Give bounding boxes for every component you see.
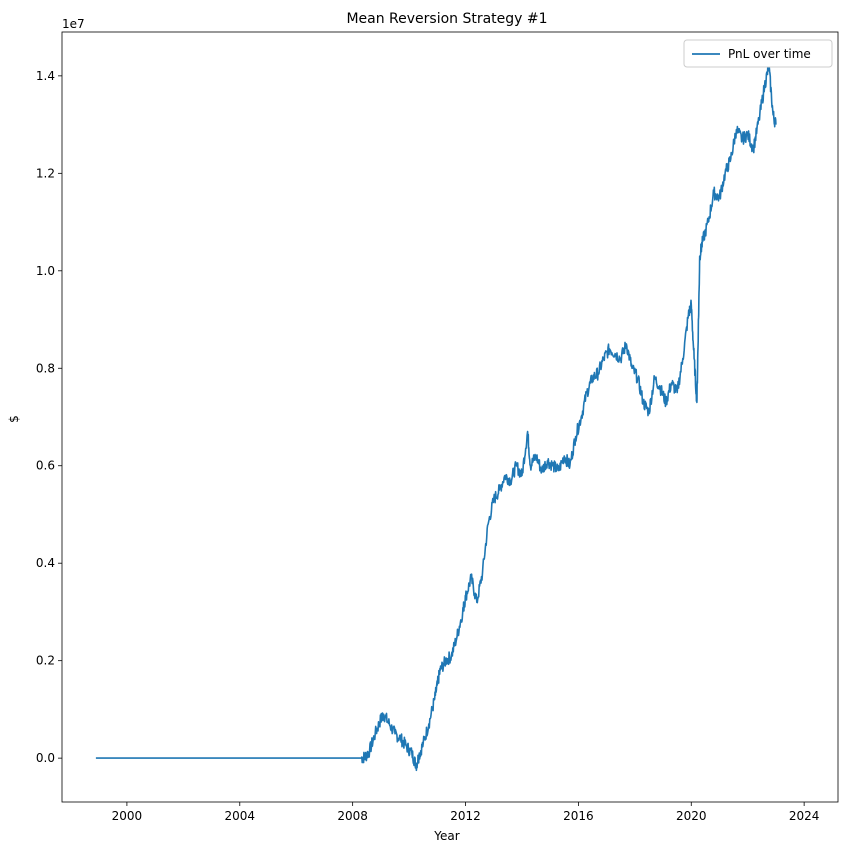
legend: PnL over time — [683, 39, 833, 68]
y-axis: 0.0 0.2 0.4 0.6 0.8 1.0 1.2 1.4 — [36, 69, 62, 765]
y-tick-label: 0.8 — [36, 361, 55, 375]
x-axis: 2000 2004 2008 2012 2016 2020 2024 — [112, 802, 820, 823]
x-tick-label: 2008 — [337, 809, 368, 823]
legend-label: PnL over time — [728, 47, 811, 61]
y-tick-label: 1.2 — [36, 166, 55, 180]
y-tick-label: 0.4 — [36, 556, 55, 570]
x-tick-label: 2024 — [789, 809, 820, 823]
chart-title: Mean Reversion Strategy #1 — [346, 11, 547, 27]
x-tick-label: 2000 — [112, 809, 143, 823]
y-tick-label: 0.6 — [36, 459, 55, 473]
y-axis-label: $ — [7, 415, 21, 423]
plot-frame — [61, 31, 839, 803]
x-tick-label: 2020 — [676, 809, 707, 823]
series-line — [95, 65, 777, 772]
y-tick-label: 1.4 — [36, 69, 55, 83]
x-tick-label: 2012 — [450, 809, 481, 823]
legend-box — [683, 39, 833, 68]
y-tick-label: 1.0 — [36, 264, 55, 278]
x-tick-label: 2004 — [225, 809, 256, 823]
y-tick-label: 0.0 — [36, 751, 55, 765]
x-axis-label: Year — [433, 829, 459, 843]
y-axis-offset-label: 1e7 — [62, 17, 85, 31]
y-tick-label: 0.2 — [36, 654, 55, 668]
x-tick-label: 2016 — [563, 809, 594, 823]
plot-area — [95, 65, 777, 772]
